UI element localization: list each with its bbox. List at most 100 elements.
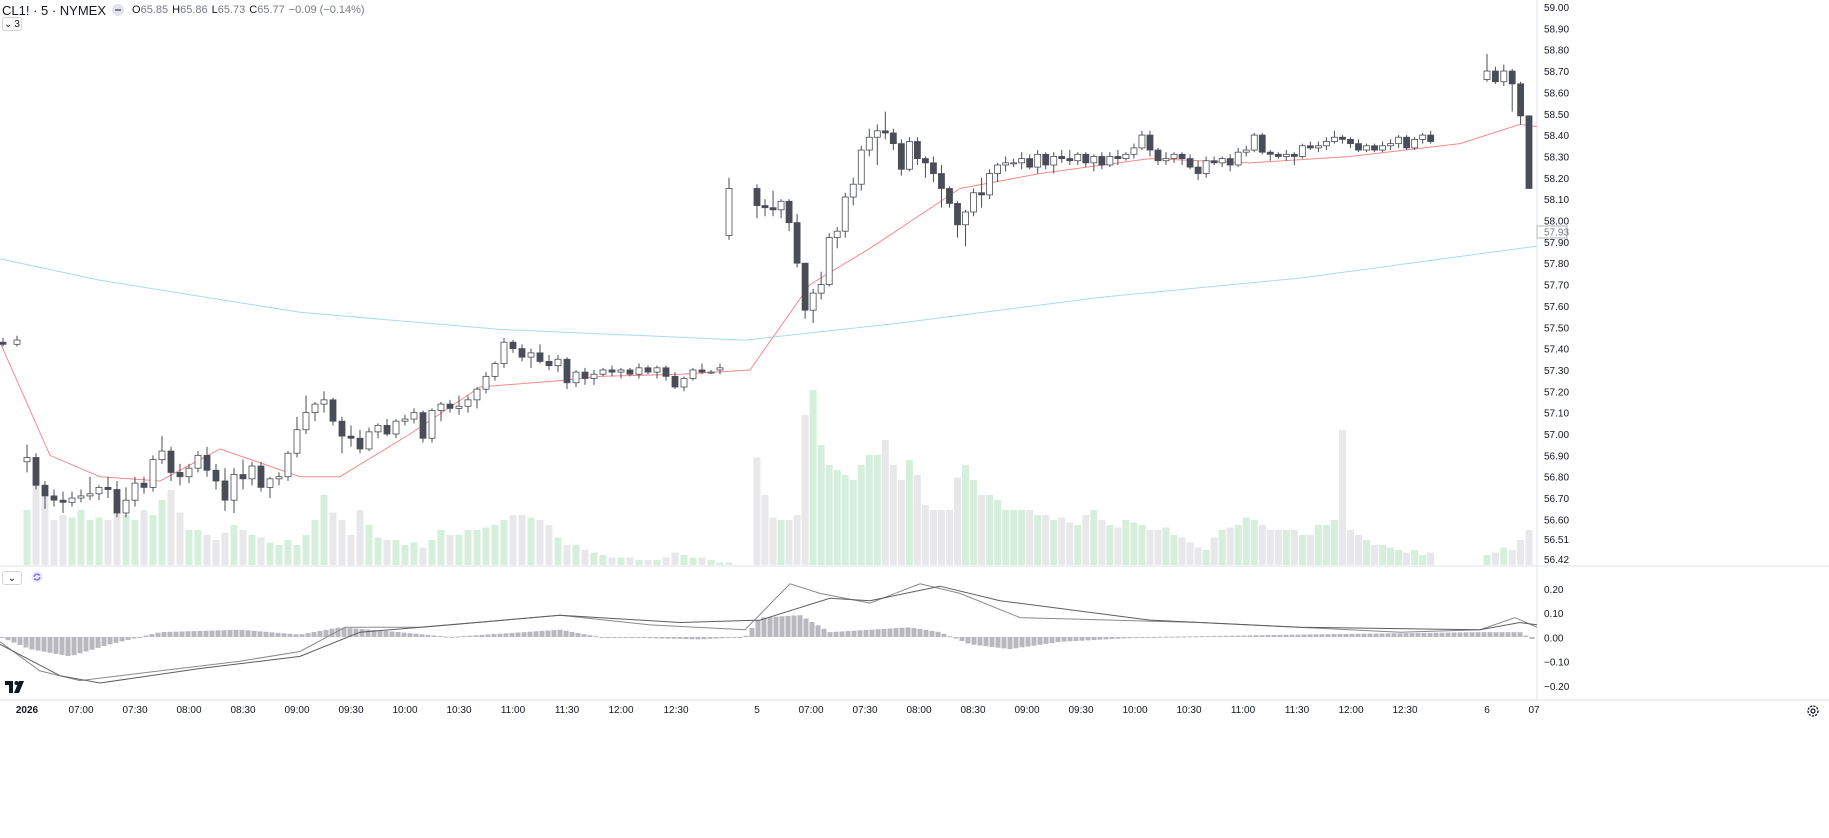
candle [849, 177, 857, 206]
histogram-bar [1343, 633, 1349, 637]
candle [212, 463, 220, 490]
volume-bar [572, 545, 580, 565]
volume-bar [1138, 525, 1146, 565]
candle-body [1298, 145, 1306, 157]
histogram-bar [887, 628, 893, 637]
candle [1427, 130, 1435, 144]
histogram-bar [53, 637, 59, 654]
histogram-bar [377, 630, 383, 637]
candle-body [59, 499, 67, 503]
minus-circle-icon[interactable] [112, 4, 125, 16]
candle [437, 401, 445, 422]
histogram-bar [773, 616, 779, 637]
candle [626, 367, 634, 377]
histogram-bar [833, 631, 839, 637]
candle [825, 233, 833, 287]
histogram-bar [1433, 632, 1439, 637]
histogram-bar [677, 637, 683, 639]
volume-bar [761, 495, 769, 565]
candle [176, 463, 184, 486]
histogram-bar [449, 636, 455, 638]
candle-body [680, 378, 688, 388]
histogram-bar [533, 631, 539, 637]
price-tick-label: 57.20 [1544, 387, 1569, 398]
candle [1242, 145, 1250, 157]
candle-body [1122, 153, 1130, 159]
histogram-bar [959, 637, 965, 642]
volume-bar [23, 510, 31, 565]
histogram-bar [1211, 635, 1217, 637]
histogram-bar [557, 629, 563, 637]
histogram-bar [35, 637, 41, 651]
volume-bar [753, 457, 761, 565]
histogram-bar [617, 637, 623, 638]
candle-body [1210, 160, 1218, 164]
volume-bar [1058, 517, 1066, 565]
histogram-bar [149, 634, 155, 637]
histogram-bar [647, 637, 653, 639]
candle [1403, 135, 1411, 151]
candle-body [1274, 153, 1282, 157]
volume-bar [356, 510, 364, 565]
volume-bar [419, 547, 427, 565]
volume-bar [185, 530, 193, 565]
candle [1218, 156, 1226, 168]
candle-body [275, 476, 283, 480]
histogram-bar [383, 631, 389, 637]
candle-body [257, 465, 265, 488]
symbol-title[interactable]: CL1! · 5 · NYMEX [2, 2, 107, 18]
volume-bar [1330, 520, 1338, 565]
candle [266, 476, 274, 499]
price-tick-label: 56.80 [1544, 473, 1569, 484]
refresh-icon[interactable] [31, 571, 43, 583]
histogram-bar [635, 637, 641, 638]
histogram-bar [893, 628, 899, 637]
histogram-bar [1361, 633, 1367, 637]
volume-bar [1508, 550, 1516, 565]
candle-body [68, 497, 76, 503]
gear-icon[interactable] [1806, 704, 1820, 718]
candle [954, 201, 961, 238]
histogram-bar [755, 620, 761, 637]
candle [464, 395, 472, 413]
candle-body [833, 230, 841, 238]
candle-body [769, 207, 777, 211]
candle [978, 177, 985, 208]
candle [518, 344, 526, 362]
volume-bar [383, 540, 391, 565]
histogram-bar [1427, 632, 1433, 637]
histogram-bar [623, 637, 629, 638]
histogram-bar [1205, 636, 1211, 638]
histogram-bar [1175, 636, 1181, 638]
time-tick-label: 09:30 [1068, 705, 1093, 716]
candle [1082, 152, 1090, 168]
candle-body [302, 412, 310, 431]
candle [1226, 154, 1234, 172]
histogram-bar [251, 630, 257, 637]
histogram-bar [605, 637, 611, 638]
histogram-bar [1523, 635, 1529, 637]
histogram-bar [737, 637, 743, 638]
candle [527, 348, 535, 368]
indicators-collapse-button[interactable]: ⌄ 3 [2, 17, 22, 31]
candle-body [50, 495, 58, 501]
candle [1194, 160, 1202, 180]
volume-bar [1290, 530, 1298, 565]
price-tick-label: 57.50 [1544, 323, 1569, 334]
volume-bar [1098, 520, 1106, 565]
histogram-bar [1325, 634, 1331, 637]
histogram-bar [1505, 632, 1511, 637]
open-value: O65.85 [132, 4, 169, 16]
macd-collapse-button[interactable]: ⌄ [2, 571, 22, 585]
volume-bar [994, 500, 1002, 565]
candle-body [938, 173, 945, 189]
candle-body [817, 284, 825, 294]
volume-bar [392, 540, 400, 565]
tradingview-logo[interactable] [5, 681, 27, 693]
histogram-bar [467, 635, 473, 637]
histogram-bar [419, 634, 425, 637]
candle-body [653, 367, 661, 373]
time-tick-label: 09:30 [338, 705, 363, 716]
volume-bar [509, 515, 517, 565]
